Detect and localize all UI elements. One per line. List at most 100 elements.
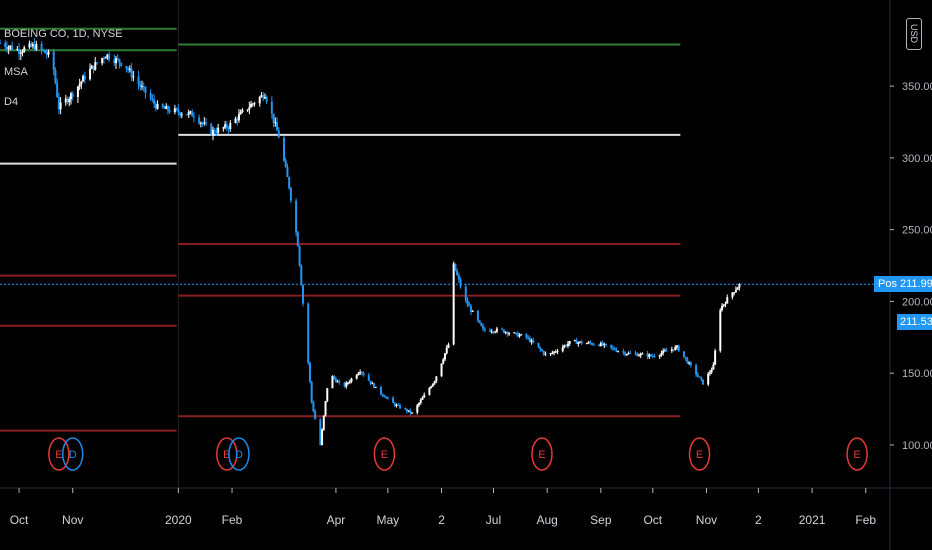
candle-body (201, 122, 204, 124)
candle-body (648, 354, 651, 357)
candle-body (428, 388, 431, 395)
candle-body (78, 84, 81, 87)
candle-body (101, 58, 104, 64)
event-label: E (381, 449, 388, 461)
earnings-marker[interactable]: E (216, 437, 238, 471)
candle-body (56, 82, 59, 98)
candle-body (658, 355, 661, 357)
candle-body (506, 331, 509, 334)
candle-body (651, 355, 654, 357)
candle-body (360, 371, 363, 374)
event-circle (846, 437, 868, 471)
dividend-marker[interactable]: D (228, 437, 250, 471)
candle-body (284, 160, 287, 168)
candle-body (113, 59, 116, 64)
event-label: D (69, 449, 77, 461)
candle-body (617, 351, 620, 353)
candle-body (215, 132, 218, 134)
candle-body (459, 279, 462, 287)
candle-body (371, 383, 374, 385)
candle-body (179, 112, 182, 116)
candle-body (542, 351, 545, 355)
candle-body (696, 374, 699, 377)
candle-body (76, 86, 79, 97)
candle-body (156, 104, 159, 109)
candle-body (44, 50, 47, 54)
candle-body (258, 97, 261, 104)
candle-body (0, 43, 1, 45)
event-circle (61, 437, 84, 471)
candle-body (431, 383, 434, 387)
time-label: Oct (10, 513, 29, 527)
candle-body (263, 96, 266, 99)
candle-body (385, 397, 388, 399)
candle-body (433, 381, 436, 384)
candle-body (392, 397, 395, 403)
earnings-marker[interactable]: E (373, 437, 396, 471)
candle-body (241, 109, 244, 112)
candle-body (92, 65, 95, 70)
candle-body (253, 103, 256, 105)
candle-body (591, 343, 594, 345)
symbol-title: BOEING CO, 1D, NYSE (4, 28, 123, 40)
event-circle (228, 437, 250, 471)
currency-button[interactable]: USD (906, 18, 922, 50)
candle-body (142, 86, 145, 88)
candle-body (163, 107, 166, 109)
candle-body (452, 263, 455, 345)
candle-body (561, 347, 564, 352)
candle-body (508, 333, 511, 335)
indicator-d4[interactable]: D4 (4, 96, 19, 108)
candle-body (513, 332, 516, 334)
candle-body (738, 284, 741, 288)
candle-body (64, 98, 67, 103)
candle-body (653, 356, 656, 358)
candle-body (224, 124, 227, 128)
candle-body (274, 122, 277, 124)
candle-body (331, 376, 334, 389)
candle-body (30, 43, 33, 47)
event-circle (48, 437, 70, 471)
candle-body (556, 351, 559, 353)
candle-body (634, 353, 637, 355)
candle-body (411, 412, 414, 414)
candle-body (478, 320, 481, 323)
candle-body (108, 54, 111, 60)
candle-body (700, 377, 703, 380)
candle-body (592, 344, 595, 346)
candle-body (175, 108, 178, 110)
time-label: Oct (643, 513, 662, 527)
price-label: 300.00 (902, 153, 932, 165)
earnings-marker[interactable]: E (48, 437, 70, 471)
earnings-marker[interactable]: E (846, 437, 868, 471)
candle-body (483, 328, 486, 331)
candle-body (501, 328, 504, 330)
candle-body (442, 359, 445, 364)
candle-body (416, 405, 419, 413)
candle-body (21, 51, 24, 53)
candle-body (90, 65, 93, 69)
candle-body (248, 107, 251, 110)
candle-body (307, 303, 310, 363)
candle-body (236, 118, 239, 121)
candle-body (104, 57, 107, 59)
earnings-marker[interactable]: E (688, 437, 711, 471)
candle-body (682, 351, 685, 357)
candle-body (334, 378, 337, 382)
candle-body (40, 43, 43, 50)
candle-body (421, 397, 424, 400)
candle-body (676, 345, 679, 347)
candle-body (625, 354, 628, 356)
candle-body (125, 66, 128, 69)
dividend-marker[interactable]: D (61, 437, 84, 471)
candle-body (601, 342, 604, 346)
time-label: Sep (590, 513, 612, 527)
candle-body (199, 122, 202, 124)
candle-body (350, 378, 353, 382)
candle-body (445, 347, 448, 354)
candle-body (251, 103, 254, 105)
candle-body (265, 96, 268, 102)
indicator-msa[interactable]: MSA (4, 66, 28, 78)
earnings-marker[interactable]: E (531, 437, 553, 471)
